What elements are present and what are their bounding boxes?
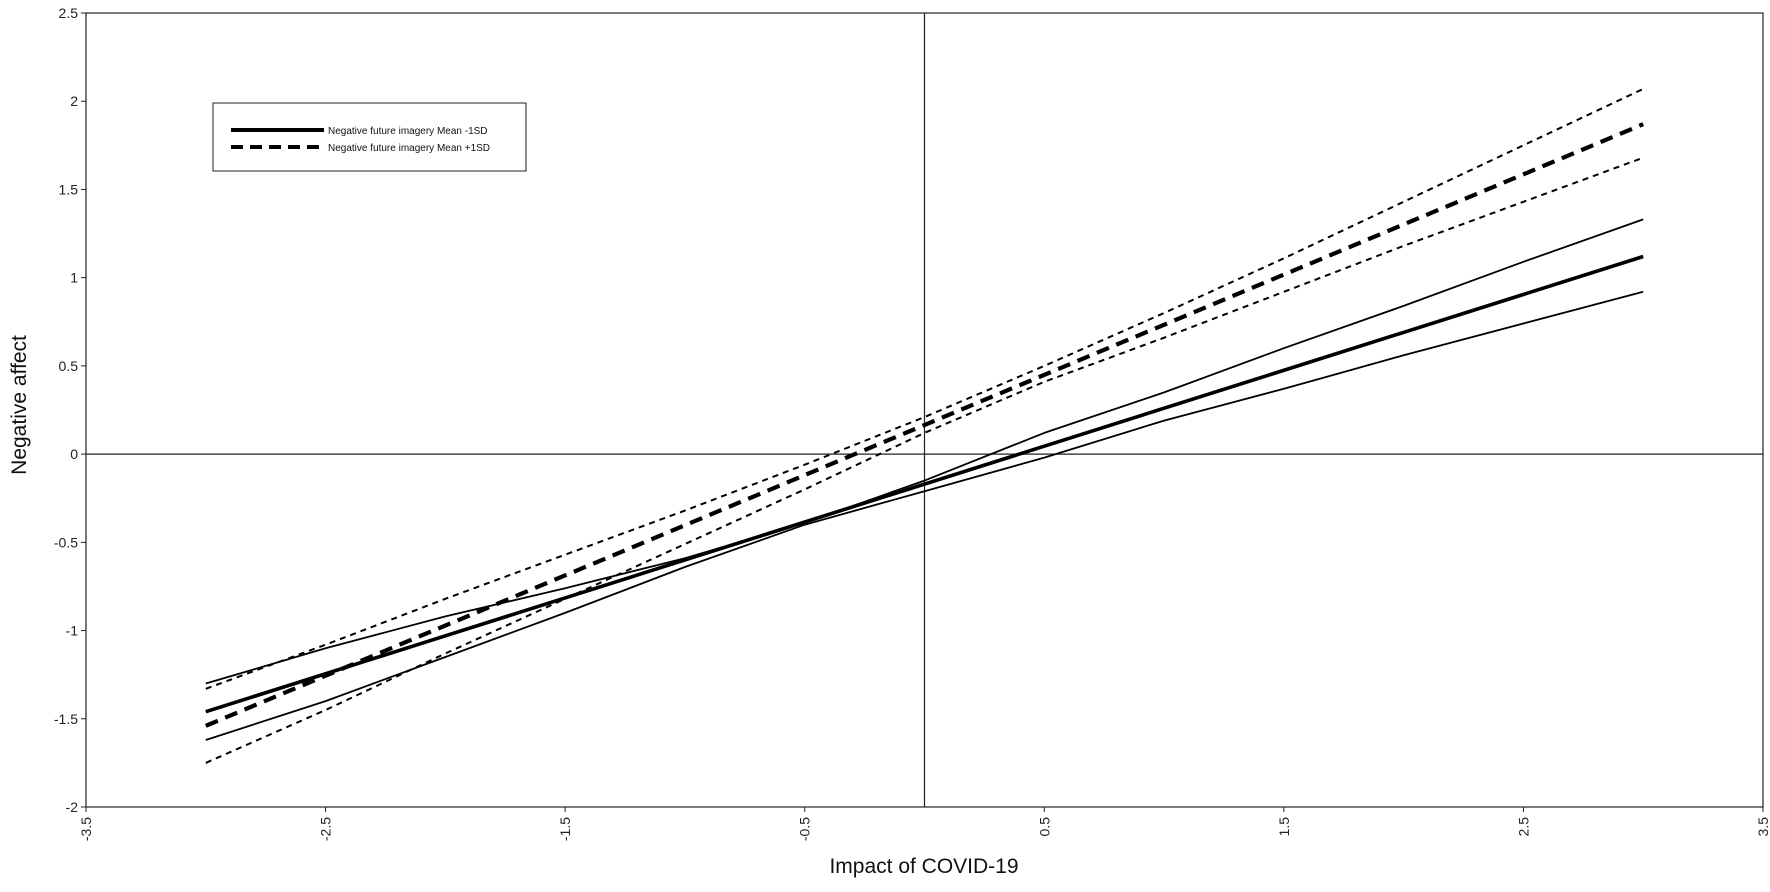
x-axis-title: Impact of COVID-19 — [829, 855, 1018, 878]
y-tick-label: 0.5 — [59, 358, 79, 374]
y-tick-label: 2 — [70, 93, 78, 109]
y-tick-label: 2.5 — [59, 5, 79, 21]
y-axis-title: Negative affect — [8, 335, 31, 475]
legend-label-plus-1sd: Negative future imagery Mean +1SD — [328, 143, 490, 154]
y-tick-label: -2 — [66, 799, 79, 815]
x-axis: -3.5 -2.5 -1.5 -0.5 0.5 1.5 2.5 3.5 — [78, 807, 1770, 841]
x-tick-label: -3.5 — [78, 817, 94, 841]
x-tick-label: -2.5 — [318, 817, 334, 841]
x-tick-label: 1.5 — [1276, 817, 1292, 837]
legend-label-minus-1sd: Negative future imagery Mean -1SD — [328, 126, 488, 137]
y-tick-label: -1.5 — [54, 711, 78, 727]
x-tick-label: 2.5 — [1515, 817, 1531, 837]
legend: Negative future imagery Mean -1SD Negati… — [212, 102, 527, 172]
y-tick-label: -1 — [66, 623, 79, 639]
series-line-solid-0 — [205, 254, 1644, 714]
series-line-solid-thin-2 — [205, 290, 1644, 741]
reference-lines — [86, 13, 1763, 807]
x-tick-label: -0.5 — [797, 817, 813, 841]
series-line-solid-thin-1 — [205, 218, 1644, 685]
y-tick-label: -0.5 — [54, 534, 78, 550]
series-line-dashed-3 — [204, 122, 1645, 728]
series-line-dashed-thin-4 — [205, 87, 1644, 690]
legend-box — [212, 102, 527, 172]
x-tick-label: 0.5 — [1036, 817, 1052, 837]
y-tick-label: 0 — [70, 446, 78, 462]
series-layer — [204, 87, 1645, 764]
y-tick-label: 1.5 — [59, 181, 79, 197]
y-axis: 2.5 2 1.5 1 0.5 0 -0.5 -1 -1.5 -2 — [54, 5, 86, 815]
x-tick-label: -1.5 — [557, 817, 573, 841]
y-tick-label: 1 — [70, 270, 78, 286]
x-tick-label: 3.5 — [1755, 817, 1770, 837]
